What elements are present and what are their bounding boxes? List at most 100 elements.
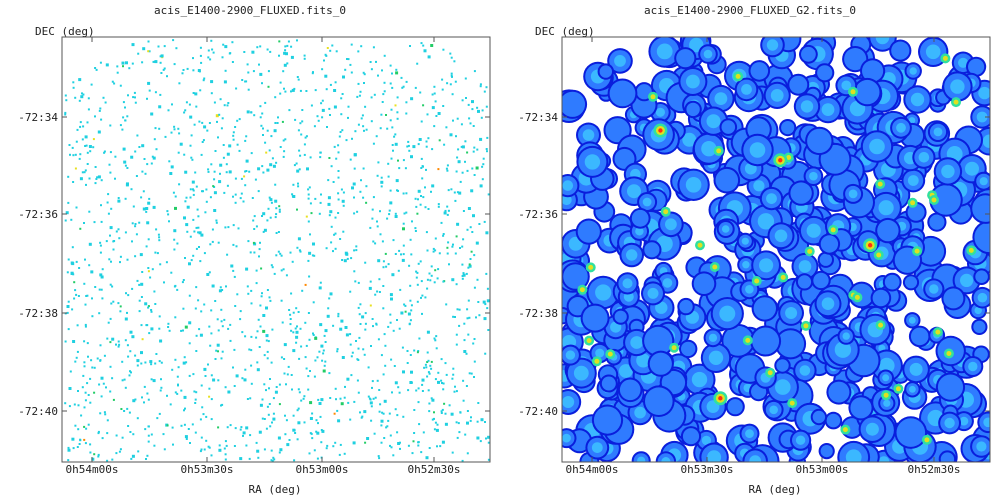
count-pixel: [320, 344, 324, 348]
count-pixel: [198, 246, 200, 248]
count-pixel: [311, 412, 314, 415]
x-axis-label: RA (deg): [249, 483, 302, 496]
count-pixel: [248, 457, 251, 460]
count-pixel: [390, 108, 393, 111]
count-pixel: [265, 389, 267, 392]
blob: [872, 289, 890, 307]
count-pixel: [138, 310, 141, 313]
bright-center: [712, 264, 718, 270]
count-pixel: [434, 237, 437, 240]
count-pixel: [487, 435, 491, 439]
count-pixel: [370, 419, 373, 422]
count-pixel: [256, 46, 259, 49]
count-pixel: [195, 391, 198, 394]
count-pixel: [409, 381, 413, 384]
count-pixel: [266, 219, 269, 222]
blob-core: [958, 57, 969, 68]
count-pixel: [197, 215, 200, 218]
count-pixel: [124, 386, 127, 389]
count-pixel: [437, 112, 441, 115]
count-pixel: [88, 177, 91, 180]
count-pixel: [323, 334, 326, 337]
count-pixel: [283, 343, 287, 347]
count-pixel: [336, 409, 339, 412]
count-pixel: [71, 437, 75, 441]
bright-center: [854, 294, 860, 300]
count-pixel: [278, 54, 280, 57]
count-pixel: [346, 257, 349, 260]
blob: [649, 352, 672, 375]
count-pixel: [295, 307, 298, 310]
count-pixel: [400, 76, 403, 79]
count-pixel: [437, 371, 440, 374]
bright-center: [876, 252, 882, 258]
count-pixel: [341, 199, 345, 203]
count-pixel: [147, 425, 150, 428]
count-pixel: [147, 440, 150, 443]
count-pixel: [404, 304, 407, 307]
count-pixel: [275, 213, 278, 216]
blob: [686, 102, 700, 117]
count-pixel: [477, 402, 480, 404]
bright-center: [735, 73, 741, 79]
count-pixel: [208, 271, 211, 274]
count-pixel: [94, 67, 97, 69]
count-pixel: [105, 63, 109, 67]
count-pixel: [484, 303, 487, 306]
count-pixel: [77, 404, 80, 407]
count-pixel: [441, 440, 445, 444]
blob-core: [661, 457, 671, 462]
count-pixel: [451, 75, 453, 78]
count-pixel: [457, 160, 461, 164]
count-pixel: [303, 421, 306, 424]
count-pixel: [394, 408, 397, 411]
plot-frame: DEC (deg)RA (deg)0h54m00s 0h53m30s 0h53m00…: [18, 25, 491, 496]
count-pixel: [229, 323, 232, 326]
count-pixel: [404, 167, 407, 170]
count-pixel: [450, 74, 453, 77]
count-pixel: [278, 451, 281, 454]
count-pixel: [120, 408, 123, 410]
count-pixel: [332, 324, 335, 327]
count-pixel: [199, 46, 202, 49]
count-pixel: [85, 427, 88, 430]
count-pixel: [470, 189, 474, 193]
count-pixel: [440, 412, 443, 414]
count-pixel: [349, 63, 352, 66]
count-pixel: [90, 359, 93, 362]
count-pixel: [118, 450, 121, 453]
count-pixel: [486, 307, 489, 310]
count-pixel: [153, 290, 156, 293]
blob: [820, 235, 839, 253]
count-pixel: [446, 252, 449, 255]
blob-core: [741, 237, 749, 245]
count-pixel: [236, 119, 239, 122]
count-pixel: [100, 376, 104, 380]
count-pixel: [479, 184, 483, 188]
count-pixel: [76, 350, 79, 353]
count-pixel: [426, 113, 429, 116]
count-pixel: [88, 145, 92, 148]
count-pixel: [173, 229, 177, 233]
count-pixel: [170, 131, 173, 134]
count-pixel: [115, 230, 118, 233]
count-pixel: [357, 82, 360, 85]
count-pixel: [335, 50, 338, 53]
bright-center: [968, 247, 974, 253]
count-pixel: [296, 336, 298, 339]
count-pixel: [451, 278, 455, 282]
count-pixel: [383, 333, 386, 336]
blob-core: [798, 260, 812, 273]
count-pixel: [334, 387, 337, 390]
count-pixel: [332, 181, 335, 183]
count-pixel: [344, 251, 348, 255]
count-pixel: [99, 251, 102, 254]
count-pixel: [425, 231, 428, 234]
count-pixel: [265, 339, 268, 342]
count-pixel: [278, 205, 281, 208]
count-pixel: [187, 428, 190, 430]
count-pixel: [250, 152, 253, 155]
count-pixel: [210, 80, 214, 84]
count-pixel: [339, 397, 342, 400]
count-pixel: [312, 71, 314, 74]
